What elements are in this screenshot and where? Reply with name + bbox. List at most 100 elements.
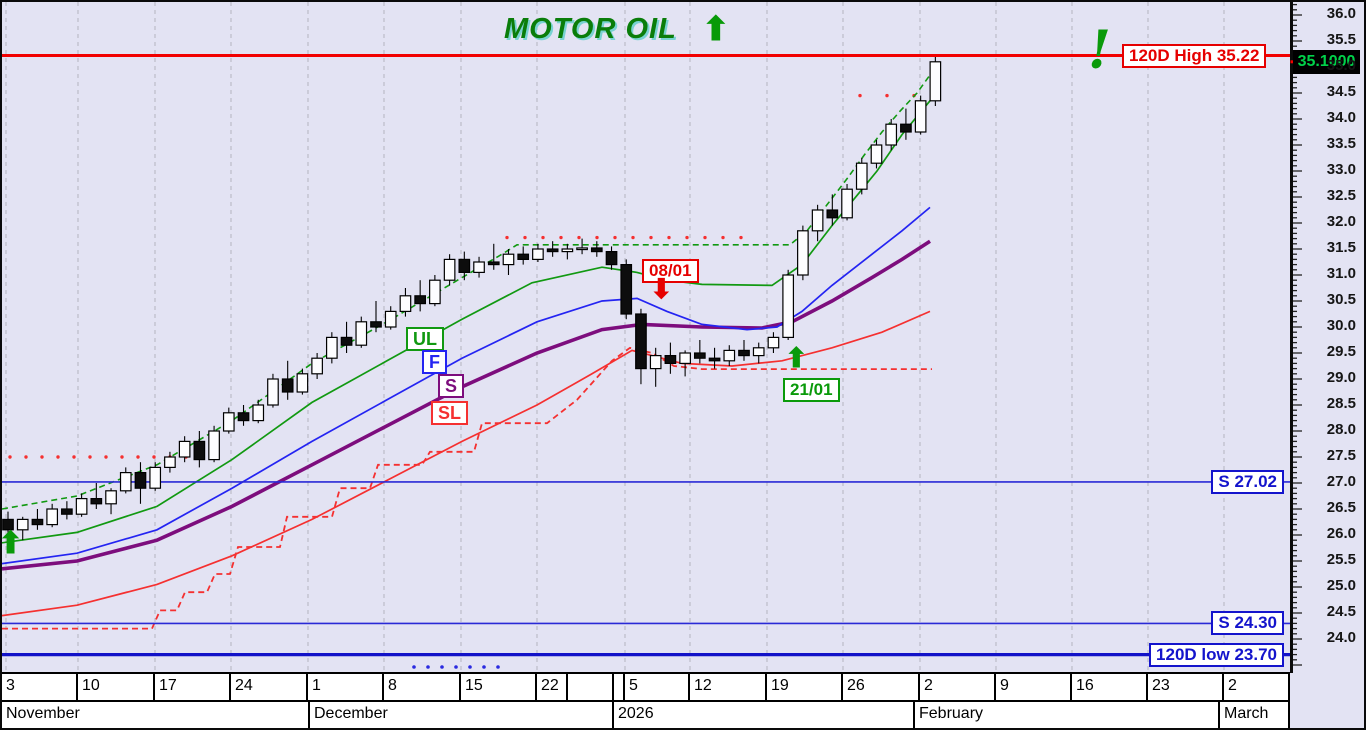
candle	[708, 357, 721, 362]
y-axis-label: 29.0	[1326, 369, 1356, 386]
candle	[532, 248, 544, 260]
candle	[664, 355, 677, 365]
indicator-label-sl: SL	[431, 401, 469, 425]
indicator-line-ul	[2, 100, 931, 544]
level-label-support-2702: S 27.02	[1211, 470, 1284, 494]
y-axis-label: 25.0	[1326, 577, 1356, 594]
week-tick-1: 1	[308, 674, 384, 700]
week-tick-9: 9	[996, 674, 1072, 700]
candle	[16, 518, 29, 531]
y-axis-label: 33.0	[1326, 161, 1356, 178]
candle	[178, 440, 191, 458]
candle	[826, 209, 839, 219]
candle	[561, 248, 574, 253]
week-tick-17: 17	[155, 674, 231, 700]
week-tick	[614, 674, 625, 700]
candle	[46, 508, 59, 526]
month-label-march: March	[1220, 702, 1290, 728]
candle	[841, 188, 853, 219]
candle	[296, 373, 309, 393]
candle	[105, 490, 117, 505]
candle	[738, 349, 750, 357]
blue-dot-markers	[412, 665, 500, 669]
week-tick-3: 3	[2, 674, 78, 700]
candle	[473, 261, 485, 273]
candle	[399, 295, 412, 312]
y-axis-label: 32.0	[1326, 213, 1356, 230]
support-level-lines	[2, 481, 1290, 657]
candle	[2, 518, 14, 531]
week-tick-10: 10	[78, 674, 155, 700]
week-tick-16: 16	[1072, 674, 1148, 700]
week-tick	[568, 674, 614, 700]
level-label-support-2430: S 24.30	[1211, 611, 1284, 635]
candle	[649, 355, 662, 370]
candle	[811, 209, 824, 232]
week-tick-24: 24	[231, 674, 308, 700]
candle	[90, 498, 103, 505]
time-axis[interactable]: 3 10 17 24 1 8 15 22 5 12 19 26 2 9 16 23 2 November Dece…	[2, 672, 1290, 728]
y-axis-label: 28.0	[1326, 421, 1356, 438]
y-axis-label: 32.5	[1326, 187, 1356, 204]
candle	[208, 430, 220, 461]
indicator-line-sl-trail	[2, 346, 932, 630]
candle	[61, 508, 73, 515]
entry-buy-arrow-icon: ⬆	[0, 527, 24, 560]
y-axis-label: 31.5	[1326, 239, 1356, 256]
y-axis-label: 34.5	[1326, 83, 1356, 100]
candle	[870, 144, 883, 164]
y-axis-label: 24.0	[1326, 629, 1356, 646]
candle	[119, 472, 132, 492]
red-dot-markers	[8, 93, 916, 459]
indicator-label-f: F	[422, 350, 447, 374]
y-axis-label: 30.0	[1326, 317, 1356, 334]
candle	[855, 162, 868, 190]
candle	[429, 279, 441, 305]
candle	[605, 251, 618, 266]
indicator-label-ul: UL	[406, 327, 444, 351]
indicator-label-s: S	[438, 374, 465, 398]
indicator-line-f	[2, 206, 931, 565]
sell-signal-label: 08/01	[642, 259, 699, 283]
candle	[222, 412, 235, 432]
sell-signal-arrow-icon: ⬇	[650, 274, 673, 304]
y-axis-label: 26.0	[1326, 525, 1356, 542]
week-tick-22: 22	[537, 674, 568, 700]
candle	[502, 253, 515, 266]
candle	[237, 412, 250, 422]
buy-signal-arrow-icon: ⬆	[785, 343, 808, 373]
week-tick-5: 5	[625, 674, 690, 700]
candle	[900, 123, 912, 133]
candle	[679, 352, 691, 364]
candle	[620, 264, 633, 315]
gridlines	[5, 2, 1225, 670]
candle	[693, 352, 706, 359]
trend-up-icon: ⬆	[702, 10, 730, 47]
candle	[340, 336, 353, 346]
level-label-120d-high: 120D High 35.22	[1122, 44, 1267, 68]
week-tick-2: 2	[1224, 674, 1290, 700]
candle	[134, 472, 147, 489]
level-label-120d-low: 120D low 23.70	[1149, 643, 1284, 667]
candle	[487, 261, 500, 266]
candle	[325, 336, 338, 359]
indicator-line-ul-upper	[2, 71, 933, 510]
candle	[517, 253, 530, 260]
candle	[635, 313, 647, 370]
candle	[31, 518, 44, 526]
candle	[164, 456, 176, 468]
candle	[782, 274, 795, 339]
candle	[914, 100, 927, 133]
candles	[2, 55, 942, 541]
y-axis-label: 27.0	[1326, 473, 1356, 490]
month-label-december: December	[310, 702, 614, 728]
candle	[267, 378, 279, 406]
month-label-november: November	[2, 702, 310, 728]
time-axis-months-row: November December 2026 February March	[2, 702, 1290, 728]
price-axis[interactable]: 36.0 35.5 35.0 34.5 34.0 33.5 33.0 32.5 32.0 31.5…	[1294, 2, 1364, 670]
y-axis-label: 35.0	[1326, 57, 1356, 74]
y-axis-label: 33.5	[1326, 135, 1356, 152]
candle	[149, 466, 162, 489]
